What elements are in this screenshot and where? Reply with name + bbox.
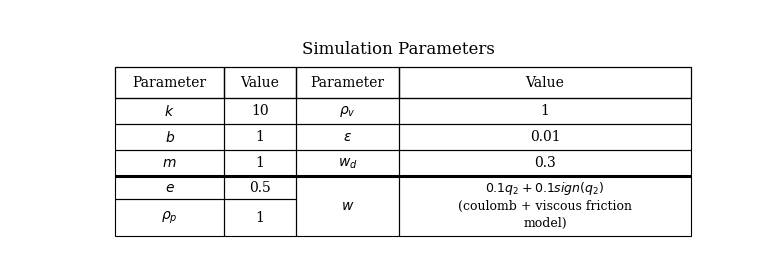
Bar xyxy=(115,98,224,124)
Text: Simulation Parameters: Simulation Parameters xyxy=(303,41,495,58)
Text: 1: 1 xyxy=(256,211,265,225)
Bar xyxy=(398,176,691,236)
Text: Value: Value xyxy=(240,76,279,90)
Bar xyxy=(398,150,691,176)
Text: 0.01: 0.01 xyxy=(530,130,560,144)
Bar xyxy=(115,150,224,176)
Bar xyxy=(224,124,296,150)
Bar xyxy=(224,67,296,98)
Bar xyxy=(296,124,398,150)
Bar xyxy=(398,67,691,98)
Bar xyxy=(224,199,296,236)
Text: Parameter: Parameter xyxy=(132,76,207,90)
Text: $\rho_v$: $\rho_v$ xyxy=(339,104,356,119)
Text: $w_d$: $w_d$ xyxy=(338,156,357,171)
Bar xyxy=(115,176,224,199)
Bar xyxy=(224,176,296,199)
Bar xyxy=(296,98,398,124)
Text: $0.1q_2 + 0.1sign(q_2)$: $0.1q_2 + 0.1sign(q_2)$ xyxy=(485,180,605,197)
Text: $e$: $e$ xyxy=(165,181,174,195)
Text: 1: 1 xyxy=(541,104,549,118)
Text: $\rho_p$: $\rho_p$ xyxy=(161,210,178,226)
Bar xyxy=(398,124,691,150)
Bar xyxy=(398,98,691,124)
Text: $b$: $b$ xyxy=(164,130,175,145)
Bar xyxy=(115,199,224,236)
Text: 0.3: 0.3 xyxy=(534,156,555,170)
Bar xyxy=(296,176,398,236)
Bar xyxy=(224,150,296,176)
Text: Parameter: Parameter xyxy=(310,76,384,90)
Text: $k$: $k$ xyxy=(164,104,175,119)
Bar xyxy=(115,124,224,150)
Text: $w$: $w$ xyxy=(341,199,354,213)
Text: $\varepsilon$: $\varepsilon$ xyxy=(343,130,352,144)
Bar xyxy=(224,98,296,124)
Text: 1: 1 xyxy=(256,156,265,170)
Bar xyxy=(115,67,224,98)
Text: 1: 1 xyxy=(256,130,265,144)
Text: model): model) xyxy=(523,217,566,230)
Text: 0.5: 0.5 xyxy=(249,181,271,195)
Text: Value: Value xyxy=(525,76,564,90)
Bar xyxy=(296,150,398,176)
Text: $m$: $m$ xyxy=(163,156,177,170)
Text: 10: 10 xyxy=(251,104,269,118)
Text: (coulomb + viscous friction: (coulomb + viscous friction xyxy=(458,200,632,213)
Bar xyxy=(296,67,398,98)
